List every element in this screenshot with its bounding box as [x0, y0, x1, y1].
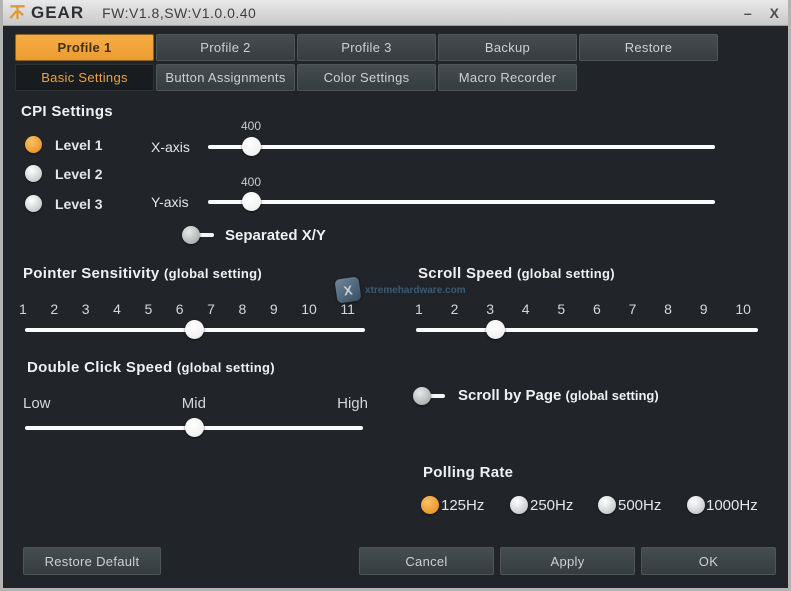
tab-restore[interactable]: Restore	[579, 34, 718, 61]
scroll-speed-title: Scroll Speed	[418, 265, 513, 282]
scroll-by-page-label: Scroll by Page (global setting)	[458, 387, 659, 404]
cancel-button[interactable]: Cancel	[359, 547, 494, 575]
toggle-knob[interactable]	[182, 226, 200, 244]
radio-1000hz[interactable]	[687, 496, 705, 514]
pointer-sensitivity-title: Pointer Sensitivity	[23, 265, 160, 282]
tab-backup[interactable]: Backup	[438, 34, 577, 61]
double-click-speed-slider-thumb[interactable]	[185, 418, 204, 437]
watermark-logo-icon: X	[334, 276, 362, 304]
separated-xy-toggle[interactable]	[182, 226, 216, 244]
y-axis-slider-track[interactable]	[208, 200, 715, 204]
restore-default-button[interactable]: Restore Default	[23, 547, 161, 575]
apply-button[interactable]: Apply	[500, 547, 635, 575]
toggle-knob[interactable]	[413, 387, 431, 405]
x-axis-slider-track[interactable]	[208, 145, 715, 149]
radio-level-3[interactable]	[25, 195, 42, 212]
x-axis-label: X-axis	[151, 139, 190, 155]
close-button[interactable]: X	[769, 5, 779, 21]
radio-1000hz-label: 1000Hz	[706, 497, 758, 514]
polling-rate-heading: Polling Rate	[423, 464, 514, 481]
radio-level-2-label: Level 2	[55, 166, 103, 182]
radio-250hz[interactable]	[510, 496, 528, 514]
radio-level-1-label: Level 1	[55, 137, 103, 153]
scroll-speed-slider-thumb[interactable]	[486, 320, 505, 339]
tab-basic-settings[interactable]: Basic Settings	[15, 64, 154, 91]
radio-500hz[interactable]	[598, 496, 616, 514]
scroll-speed-ticks: 1 2 3 4 5 6 7 8 9 10	[415, 301, 751, 317]
y-axis-slider-thumb[interactable]	[242, 192, 261, 211]
double-click-speed-heading: Double Click Speed (global setting)	[27, 359, 275, 376]
cpi-settings-heading: CPI Settings	[21, 103, 113, 120]
radio-500hz-label: 500Hz	[618, 497, 662, 514]
tab-profile-1[interactable]: Profile 1	[15, 34, 154, 61]
separated-xy-label: Separated X/Y	[225, 227, 326, 244]
double-click-speed-ticks: Low Mid High	[23, 395, 368, 412]
x-axis-slider-thumb[interactable]	[242, 137, 261, 156]
scroll-speed-suffix: (global setting)	[516, 266, 615, 281]
radio-level-3-label: Level 3	[55, 196, 103, 212]
scroll-speed-slider-track[interactable]	[416, 328, 758, 332]
brand-name: GEAR	[31, 2, 85, 22]
tab-color-settings[interactable]: Color Settings	[297, 64, 436, 91]
tab-macro-recorder[interactable]: Macro Recorder	[438, 64, 577, 91]
radio-125hz-label: 125Hz	[441, 497, 485, 514]
double-click-speed-title: Double Click Speed	[27, 359, 173, 376]
double-click-speed-suffix: (global setting)	[176, 360, 275, 375]
radio-250hz-label: 250Hz	[530, 497, 574, 514]
fnatic-logo-icon	[9, 5, 25, 20]
pointer-sensitivity-ticks: 1 2 3 4 5 6 7 8 9 10 11	[19, 301, 355, 317]
watermark: X xtremehardware.com	[334, 276, 466, 304]
pointer-sensitivity-heading: Pointer Sensitivity (global setting)	[23, 265, 262, 282]
y-axis-value: 400	[241, 175, 262, 189]
watermark-text: xtremehardware.com	[365, 284, 466, 296]
scroll-speed-heading: Scroll Speed (global setting)	[418, 265, 615, 282]
pointer-sensitivity-slider-thumb[interactable]	[185, 320, 204, 339]
title-bar: GEAR FW:V1.8,SW:V1.0.0.40 – X	[3, 0, 788, 26]
x-axis-value: 400	[241, 119, 262, 133]
minimize-button[interactable]: –	[743, 5, 752, 21]
radio-125hz[interactable]	[421, 496, 439, 514]
pointer-sensitivity-suffix: (global setting)	[164, 266, 263, 281]
tab-profile-3[interactable]: Profile 3	[297, 34, 436, 61]
radio-level-2[interactable]	[25, 165, 42, 182]
tab-button-assignments[interactable]: Button Assignments	[156, 64, 295, 91]
tab-profile-2[interactable]: Profile 2	[156, 34, 295, 61]
ok-button[interactable]: OK	[641, 547, 776, 575]
firmware-version-text: FW:V1.8,SW:V1.0.0.40	[102, 4, 257, 21]
toggle-bar	[425, 394, 445, 398]
toggle-bar	[194, 233, 214, 237]
radio-level-1[interactable]	[25, 136, 42, 153]
brand-logo: GEAR	[8, 3, 84, 23]
y-axis-label: Y-axis	[151, 194, 189, 210]
scroll-by-page-toggle[interactable]	[413, 387, 447, 405]
